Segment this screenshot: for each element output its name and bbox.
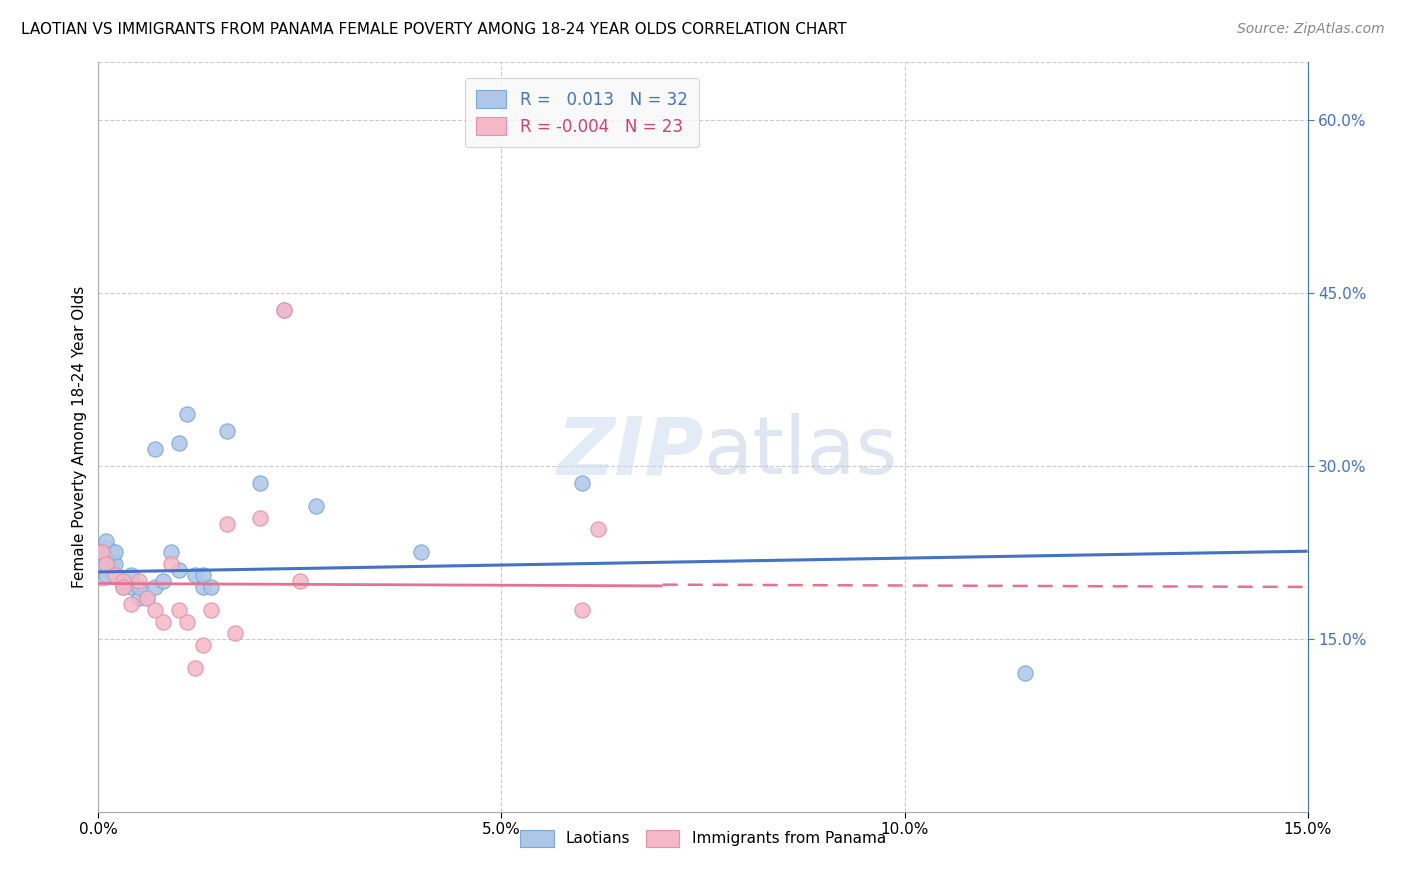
Point xyxy=(160,545,183,559)
Point xyxy=(249,476,271,491)
Point xyxy=(143,580,166,594)
Point xyxy=(193,568,215,582)
Point xyxy=(96,533,118,548)
Point xyxy=(152,615,174,629)
Point xyxy=(120,580,142,594)
Point xyxy=(128,574,150,589)
Point xyxy=(135,591,157,606)
Point xyxy=(143,442,166,456)
Point xyxy=(120,568,142,582)
Point xyxy=(288,574,311,589)
Legend: Laotians, Immigrants from Panama: Laotians, Immigrants from Panama xyxy=(515,824,891,853)
Point xyxy=(143,603,166,617)
Point xyxy=(111,580,134,594)
Point xyxy=(200,580,222,594)
Point xyxy=(91,545,114,559)
Text: LAOTIAN VS IMMIGRANTS FROM PANAMA FEMALE POVERTY AMONG 18-24 YEAR OLDS CORRELATI: LAOTIAN VS IMMIGRANTS FROM PANAMA FEMALE… xyxy=(21,22,846,37)
Text: atlas: atlas xyxy=(703,413,897,491)
Point xyxy=(217,516,239,531)
Text: ZIP: ZIP xyxy=(555,413,703,491)
Point xyxy=(184,568,207,582)
Point xyxy=(128,580,150,594)
Point xyxy=(103,568,125,582)
Point xyxy=(167,435,190,450)
Point xyxy=(91,563,114,577)
Point xyxy=(111,580,134,594)
Text: Source: ZipAtlas.com: Source: ZipAtlas.com xyxy=(1237,22,1385,37)
Point xyxy=(1014,666,1036,681)
Point xyxy=(96,551,118,566)
Point xyxy=(184,660,207,674)
Point xyxy=(111,574,134,589)
Point xyxy=(176,407,198,421)
Point xyxy=(217,425,239,439)
Point xyxy=(111,574,134,589)
Point xyxy=(176,615,198,629)
Point xyxy=(200,603,222,617)
Point xyxy=(409,545,432,559)
Point xyxy=(103,545,125,559)
Point xyxy=(167,603,190,617)
Point xyxy=(96,568,118,582)
Point xyxy=(160,557,183,571)
Point xyxy=(193,638,215,652)
Point xyxy=(152,574,174,589)
Point xyxy=(135,591,157,606)
Point xyxy=(571,476,593,491)
Point xyxy=(96,557,118,571)
Point xyxy=(91,551,114,566)
Point xyxy=(128,591,150,606)
Point xyxy=(91,557,114,571)
Point xyxy=(91,545,114,559)
Point xyxy=(167,563,190,577)
Point xyxy=(103,557,125,571)
Y-axis label: Female Poverty Among 18-24 Year Olds: Female Poverty Among 18-24 Year Olds xyxy=(72,286,87,588)
Point xyxy=(193,580,215,594)
Point xyxy=(249,510,271,524)
Point xyxy=(571,603,593,617)
Point xyxy=(586,522,609,536)
Point xyxy=(273,303,295,318)
Point xyxy=(224,626,246,640)
Point xyxy=(273,303,295,318)
Point xyxy=(120,597,142,611)
Point xyxy=(305,500,328,514)
